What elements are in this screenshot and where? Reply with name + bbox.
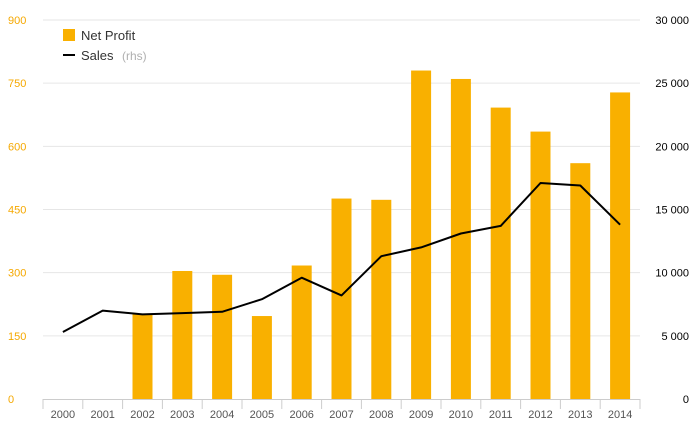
- line-sales: [62, 182, 621, 333]
- x-tick-label: 2013: [568, 409, 592, 421]
- left-tick-label: 600: [8, 141, 26, 153]
- bar-net-profit-2006: [291, 265, 312, 399]
- legend-swatch-net-profit: [63, 29, 75, 41]
- bar-net-profit-2014: [610, 92, 631, 399]
- bar-net-profit-2007: [331, 198, 352, 399]
- left-tick-label: 150: [8, 331, 26, 343]
- right-tick-label: 5 000: [661, 331, 689, 343]
- bar-net-profit-2013: [570, 163, 591, 399]
- left-axis-ticks: 0 150 300 450 600 750 900: [8, 15, 26, 406]
- legend-label-sales-name: Sales: [81, 48, 114, 63]
- bar-net-profit-2008: [371, 199, 392, 399]
- axes: [42, 399, 641, 409]
- right-tick-label: 20 000: [655, 141, 689, 153]
- bar-net-profit-2003: [172, 270, 193, 399]
- x-tick-label: 2002: [130, 409, 154, 421]
- left-tick-label: 0: [8, 394, 14, 406]
- bar-net-profit-2002: [132, 313, 153, 399]
- right-tick-label: 30 000: [655, 15, 689, 27]
- legend-label-sales-suffix: (rhs): [122, 49, 147, 63]
- bar-net-profit-2009: [411, 70, 432, 400]
- right-tick-label: 15 000: [655, 205, 689, 217]
- x-tick-label: 2004: [210, 409, 234, 421]
- left-tick-label: 300: [8, 268, 26, 280]
- x-tick-label: 2008: [369, 409, 393, 421]
- left-tick-label: 750: [8, 78, 26, 90]
- x-tick-label: 2011: [489, 409, 513, 421]
- bar-net-profit-2010: [450, 78, 471, 399]
- bar-net-profit-2012: [530, 131, 551, 399]
- legend: Net Profit Sales (rhs): [63, 28, 147, 64]
- right-tick-label: 10 000: [655, 268, 689, 280]
- x-tick-label: 2005: [250, 409, 274, 421]
- x-tick-label: 2014: [608, 409, 632, 421]
- bar-series: [132, 70, 631, 400]
- bar-net-profit-2005: [251, 316, 272, 399]
- x-tick-label: 2012: [528, 409, 552, 421]
- bar-net-profit-2004: [212, 274, 233, 399]
- x-tick-label: 2001: [90, 409, 114, 421]
- x-tick-label: 2006: [289, 409, 313, 421]
- right-tick-label: 25 000: [655, 78, 689, 90]
- left-tick-label: 450: [8, 205, 26, 217]
- x-tick-label: 2009: [409, 409, 433, 421]
- x-tick-label: 2010: [449, 409, 473, 421]
- x-axis-ticks: 2000 2001 2002 2003 2004 2005 2006 2007 2008 2009…: [51, 409, 633, 421]
- legend-label-net-profit: Net Profit: [81, 28, 136, 43]
- line-series: [62, 182, 621, 333]
- right-axis-ticks: 0 5 000 10 000 15 000 20 000 25 000 30 000: [655, 15, 689, 406]
- left-tick-label: 900: [8, 15, 26, 27]
- right-tick-label: 0: [683, 394, 689, 406]
- x-tick-label: 2003: [170, 409, 194, 421]
- legend-label-sales: Sales (rhs): [81, 47, 147, 64]
- bar-net-profit-2011: [490, 107, 511, 399]
- x-tick-label: 2000: [51, 409, 75, 421]
- x-tick-label: 2007: [329, 409, 353, 421]
